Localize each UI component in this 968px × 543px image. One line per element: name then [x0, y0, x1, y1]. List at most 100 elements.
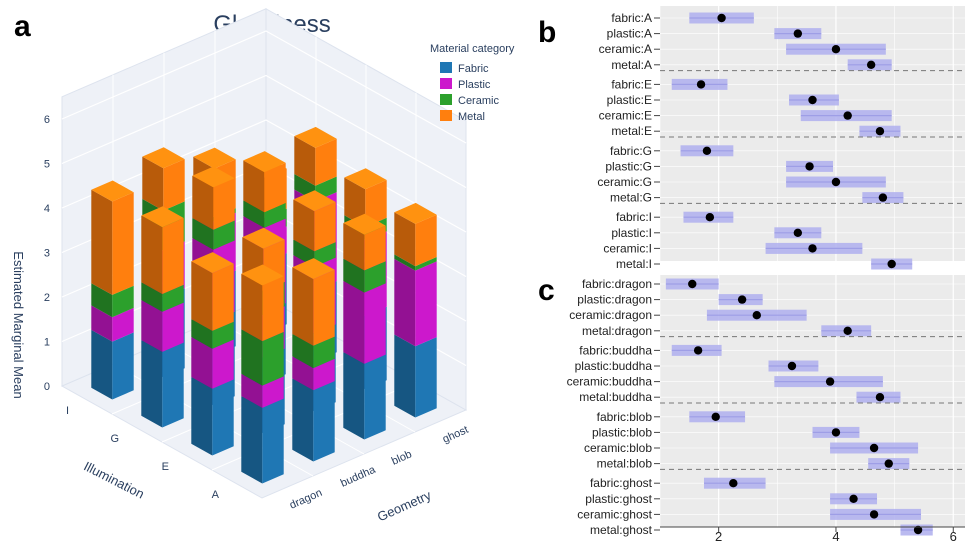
row-label: fabric:E	[611, 77, 652, 91]
mean-point	[717, 13, 726, 23]
mean-point	[702, 146, 712, 155]
mean-point	[752, 311, 761, 320]
bar-segment	[364, 225, 386, 271]
mean-point	[729, 479, 738, 488]
mean-point	[884, 459, 893, 468]
bar-segment	[394, 258, 416, 347]
mean-point	[831, 45, 841, 54]
forest-plot-c: fabric:dragon plastic:dragonceramic:drago…	[567, 277, 965, 537]
row-label: ceramic:G	[597, 175, 652, 189]
bar-segment	[141, 300, 163, 352]
bar-segment	[262, 276, 284, 342]
mean-point	[849, 494, 858, 503]
bar-segment	[292, 267, 314, 346]
panel-label-b: b	[538, 16, 556, 49]
row-label: metal:G	[610, 191, 652, 205]
legend-title: Material category	[430, 43, 515, 55]
bar-top	[294, 126, 337, 148]
bar-segment	[91, 189, 113, 295]
mean-point	[887, 259, 896, 269]
bar-segment	[141, 282, 163, 312]
bar-segment	[394, 334, 416, 418]
bar-top	[394, 202, 437, 224]
y-axis-title: Geometry	[375, 487, 434, 524]
mean-point	[805, 162, 814, 171]
mean-point	[843, 111, 852, 120]
mean-point	[875, 127, 885, 136]
row-label: ceramic:I	[603, 241, 652, 255]
legend-swatch	[440, 94, 452, 105]
bar-segment	[293, 199, 315, 252]
panel-a-3d-bar-chart: a Glossiness 0123456IGEAdragonbuddhablob…	[11, 7, 515, 524]
bar-segment	[192, 175, 214, 230]
bar-top	[241, 264, 284, 286]
legend[interactable]: Material category Fabric Plastic Ceramic Me…	[430, 43, 515, 123]
row-label: plastic:E	[607, 93, 652, 107]
row-label: fabric:buddha	[579, 343, 652, 357]
bar-segment	[142, 156, 164, 211]
bar-segment	[241, 396, 263, 484]
bar-top	[193, 147, 236, 169]
bar-segment	[343, 223, 365, 271]
bar-segment	[141, 340, 163, 428]
row-label: fabric:A	[611, 11, 652, 25]
forest-c-background	[660, 275, 965, 527]
row-label: metal:A	[611, 58, 652, 72]
bar-segment	[141, 215, 163, 294]
bar-segment	[262, 376, 284, 408]
x-tick-label: G	[110, 433, 119, 445]
z-tick-label: 2	[44, 292, 50, 304]
legend-swatch	[440, 110, 452, 121]
row-label: metal:ghost	[590, 523, 653, 537]
bar-segment	[343, 352, 365, 440]
row-label: plastic:buddha	[575, 359, 653, 373]
legend-swatch	[440, 78, 452, 89]
bar-top	[242, 227, 285, 249]
bar-segment	[163, 159, 185, 211]
y-tick-label: buddha	[339, 463, 378, 489]
bar-top	[191, 252, 234, 274]
bar-segment	[241, 273, 263, 342]
x-tick-label: 4	[832, 529, 839, 543]
z-tick-label: 3	[44, 248, 50, 260]
row-label: plastic:ghost	[585, 492, 652, 506]
legend-item-label: Fabric	[458, 63, 489, 75]
z-tick-label: 0	[44, 381, 50, 393]
mean-point	[793, 228, 803, 237]
bar-segment	[365, 180, 387, 228]
mean-point	[705, 213, 715, 222]
bar-segment	[364, 354, 386, 440]
mean-point	[831, 177, 841, 187]
z-tick-label: 6	[44, 114, 50, 126]
panel-label-c: c	[538, 274, 555, 307]
bar-top	[91, 180, 134, 202]
bar-segment	[91, 329, 113, 400]
x-tick-label: A	[212, 489, 220, 501]
bar-top	[141, 206, 184, 228]
bar-top	[292, 258, 335, 280]
bar-segment	[112, 332, 134, 400]
bar-segment	[344, 177, 366, 228]
bar-segment	[264, 202, 286, 228]
bar-segment	[191, 336, 213, 389]
z-gridline	[61, 119, 467, 233]
z-axis-title: Estimated Marginal Mean	[11, 251, 26, 398]
bar-top	[243, 151, 286, 173]
bar-segment	[313, 358, 335, 391]
bar-segment	[314, 202, 336, 252]
bar-segment	[415, 261, 437, 347]
bar-segment	[415, 337, 437, 418]
mean-point	[913, 525, 923, 535]
x-tick-label: 2	[715, 529, 722, 543]
y-tick-label: dragon	[288, 487, 324, 512]
row-label: fabric:I	[616, 210, 652, 224]
bar-segment	[315, 138, 337, 186]
bar-segment	[112, 307, 134, 342]
bar-segment	[212, 379, 234, 456]
y-tick-label: blob	[390, 448, 414, 467]
bar-segment	[343, 280, 365, 364]
row-label: fabric:blob	[597, 410, 653, 424]
z-tick-label: 1	[44, 337, 50, 349]
bar-segment	[292, 334, 314, 369]
mean-point	[688, 279, 697, 289]
